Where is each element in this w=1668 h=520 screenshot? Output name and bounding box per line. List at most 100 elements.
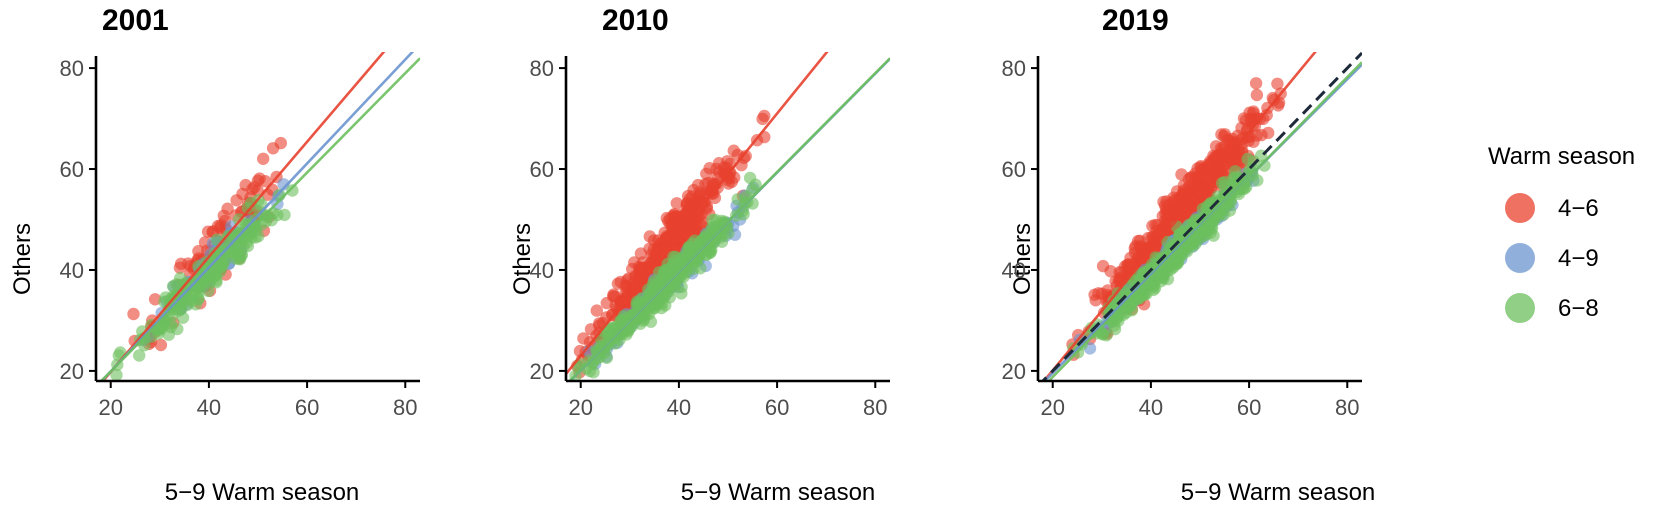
plot-area	[1040, 52, 1362, 381]
data-point	[1184, 194, 1197, 207]
data-point	[249, 231, 262, 244]
data-point	[127, 307, 140, 321]
y-tick-label: 20	[60, 359, 84, 384]
x-tick-label: 60	[295, 395, 319, 420]
data-point	[201, 225, 215, 238]
data-point	[1258, 159, 1271, 172]
series-points-6-8	[110, 184, 299, 381]
data-point	[192, 245, 205, 258]
data-point	[758, 109, 771, 123]
data-point	[1251, 174, 1264, 187]
data-point	[1186, 230, 1200, 243]
data-point	[608, 290, 621, 303]
data-point	[689, 198, 702, 211]
y-axis-title: Others	[1009, 223, 1036, 295]
data-point	[260, 209, 273, 222]
x-tick-label: 20	[568, 395, 592, 420]
data-point	[235, 248, 248, 261]
x-tick-label: 40	[667, 395, 691, 420]
data-point	[600, 351, 613, 364]
y-tick-label: 20	[1002, 359, 1026, 384]
x-tick-label: 60	[1237, 395, 1261, 420]
data-point	[133, 349, 146, 362]
data-point	[173, 261, 187, 274]
y-tick-label: 40	[60, 258, 84, 283]
y-tick-label: 60	[1002, 157, 1026, 182]
data-point	[1271, 77, 1284, 91]
panel-2010: 2010 Others 5−9 Warm season 20 40 60 80 20 40…	[509, 4, 890, 506]
x-axis-title: 5−9 Warm season	[1181, 479, 1376, 506]
data-point	[711, 171, 725, 184]
data-point	[271, 208, 284, 222]
y-tick-label: 80	[1002, 56, 1026, 81]
data-point	[749, 178, 762, 191]
data-point	[587, 366, 600, 379]
x-tick-label: 60	[765, 395, 789, 420]
legend-title: Warm season	[1488, 143, 1635, 170]
data-point	[217, 209, 230, 222]
x-axis-title: 5−9 Warm season	[681, 479, 876, 506]
y-tick-label: 40	[1002, 258, 1026, 283]
data-point	[746, 197, 759, 210]
data-point	[154, 338, 168, 352]
data-point	[634, 262, 647, 275]
x-tick-label: 40	[197, 395, 221, 420]
data-point	[1250, 129, 1263, 142]
reference-line-1-to-1	[1040, 52, 1362, 381]
data-point	[1244, 112, 1257, 126]
data-point	[717, 217, 730, 230]
x-tick-label: 80	[393, 395, 417, 420]
data-point	[1209, 140, 1223, 153]
plot-area	[99, 52, 420, 381]
fit-line-4-6	[1042, 52, 1317, 381]
legend: Warm season 4−6 4−9 6−8	[1488, 143, 1635, 323]
data-point	[1128, 242, 1142, 255]
data-point	[703, 162, 716, 175]
data-point	[1104, 265, 1117, 278]
data-point	[214, 219, 227, 232]
data-point	[274, 136, 287, 150]
legend-label-4-6: 4−6	[1558, 195, 1599, 222]
fit-line-4-6	[566, 52, 829, 375]
data-point	[251, 184, 264, 197]
data-point	[1236, 137, 1249, 150]
y-tick-label: 20	[530, 359, 554, 384]
data-point	[1230, 151, 1243, 164]
plot-area	[566, 52, 890, 381]
data-point	[721, 155, 734, 168]
data-point	[1235, 121, 1248, 135]
fit-line-6-8	[1046, 61, 1362, 381]
data-point	[236, 187, 249, 201]
legend-label-4-9: 4−9	[1558, 245, 1599, 272]
data-point	[642, 283, 655, 296]
data-point	[1249, 77, 1263, 90]
x-axis-title: 5−9 Warm season	[165, 479, 360, 506]
data-point	[1250, 88, 1264, 102]
data-point	[1142, 231, 1155, 245]
x-tick-label: 20	[98, 395, 122, 420]
y-axis-title: Others	[509, 223, 536, 295]
data-point	[670, 234, 683, 247]
y-tick-label: 80	[530, 56, 554, 81]
panel-title: 2010	[602, 4, 669, 37]
data-point	[189, 298, 202, 311]
panel-2019: 2019 Others 5−9 Warm season 20 40 60 80 20 40…	[1002, 4, 1376, 506]
data-point	[722, 226, 735, 240]
data-point	[286, 184, 299, 197]
data-point	[148, 293, 162, 306]
x-tick-label: 20	[1040, 395, 1064, 420]
legend-swatch-4-9	[1505, 243, 1535, 273]
data-point	[622, 272, 635, 285]
data-point	[590, 304, 603, 317]
y-tick-label: 60	[530, 157, 554, 182]
data-point	[1215, 128, 1228, 141]
legend-swatch-6-8	[1505, 293, 1535, 323]
data-point	[257, 152, 270, 165]
data-point	[634, 247, 648, 260]
data-point	[644, 315, 658, 328]
data-point	[667, 220, 680, 233]
data-point	[1100, 329, 1113, 342]
fit-line-4-6	[101, 52, 386, 381]
data-point	[1146, 219, 1159, 233]
